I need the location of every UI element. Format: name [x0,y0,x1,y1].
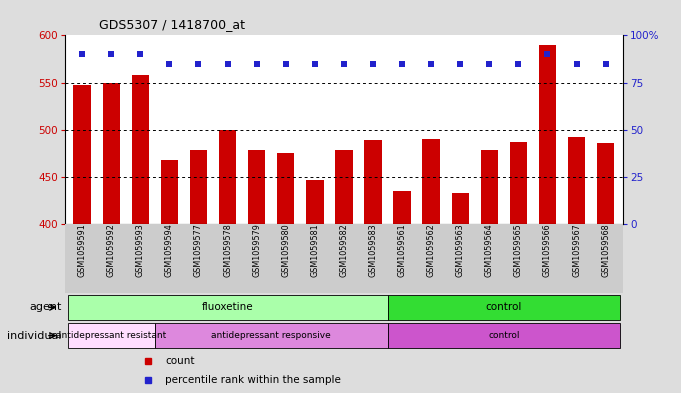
Text: control: control [486,302,522,312]
Bar [155,323,387,348]
Text: antidepressant responsive: antidepressant responsive [211,331,331,340]
Bar [74,85,91,224]
Bar [131,75,149,224]
Bar [190,150,207,224]
Text: GDS5307 / 1418700_at: GDS5307 / 1418700_at [99,18,244,31]
Text: antidepressant resistant: antidepressant resistant [56,331,166,340]
Bar [568,136,585,224]
Bar [387,295,620,320]
Text: fluoxetine: fluoxetine [202,302,253,312]
Text: agent: agent [29,302,61,312]
Bar [364,140,382,224]
Bar [67,295,387,320]
Text: count: count [165,356,195,366]
Bar [277,152,294,224]
Bar [394,191,411,224]
Text: control: control [488,331,520,340]
Text: percentile rank within the sample: percentile rank within the sample [165,375,341,386]
Bar [452,193,469,224]
Bar [387,323,620,348]
Bar [481,150,498,224]
Text: individual: individual [7,331,61,341]
Bar [67,323,155,348]
Bar [509,142,527,224]
Bar [103,83,120,224]
Bar [539,45,556,224]
Bar [161,160,178,224]
Bar [219,130,236,224]
Bar [248,150,266,224]
Bar [422,140,440,224]
Bar [335,150,353,224]
Bar [306,180,323,224]
Bar [597,143,614,224]
